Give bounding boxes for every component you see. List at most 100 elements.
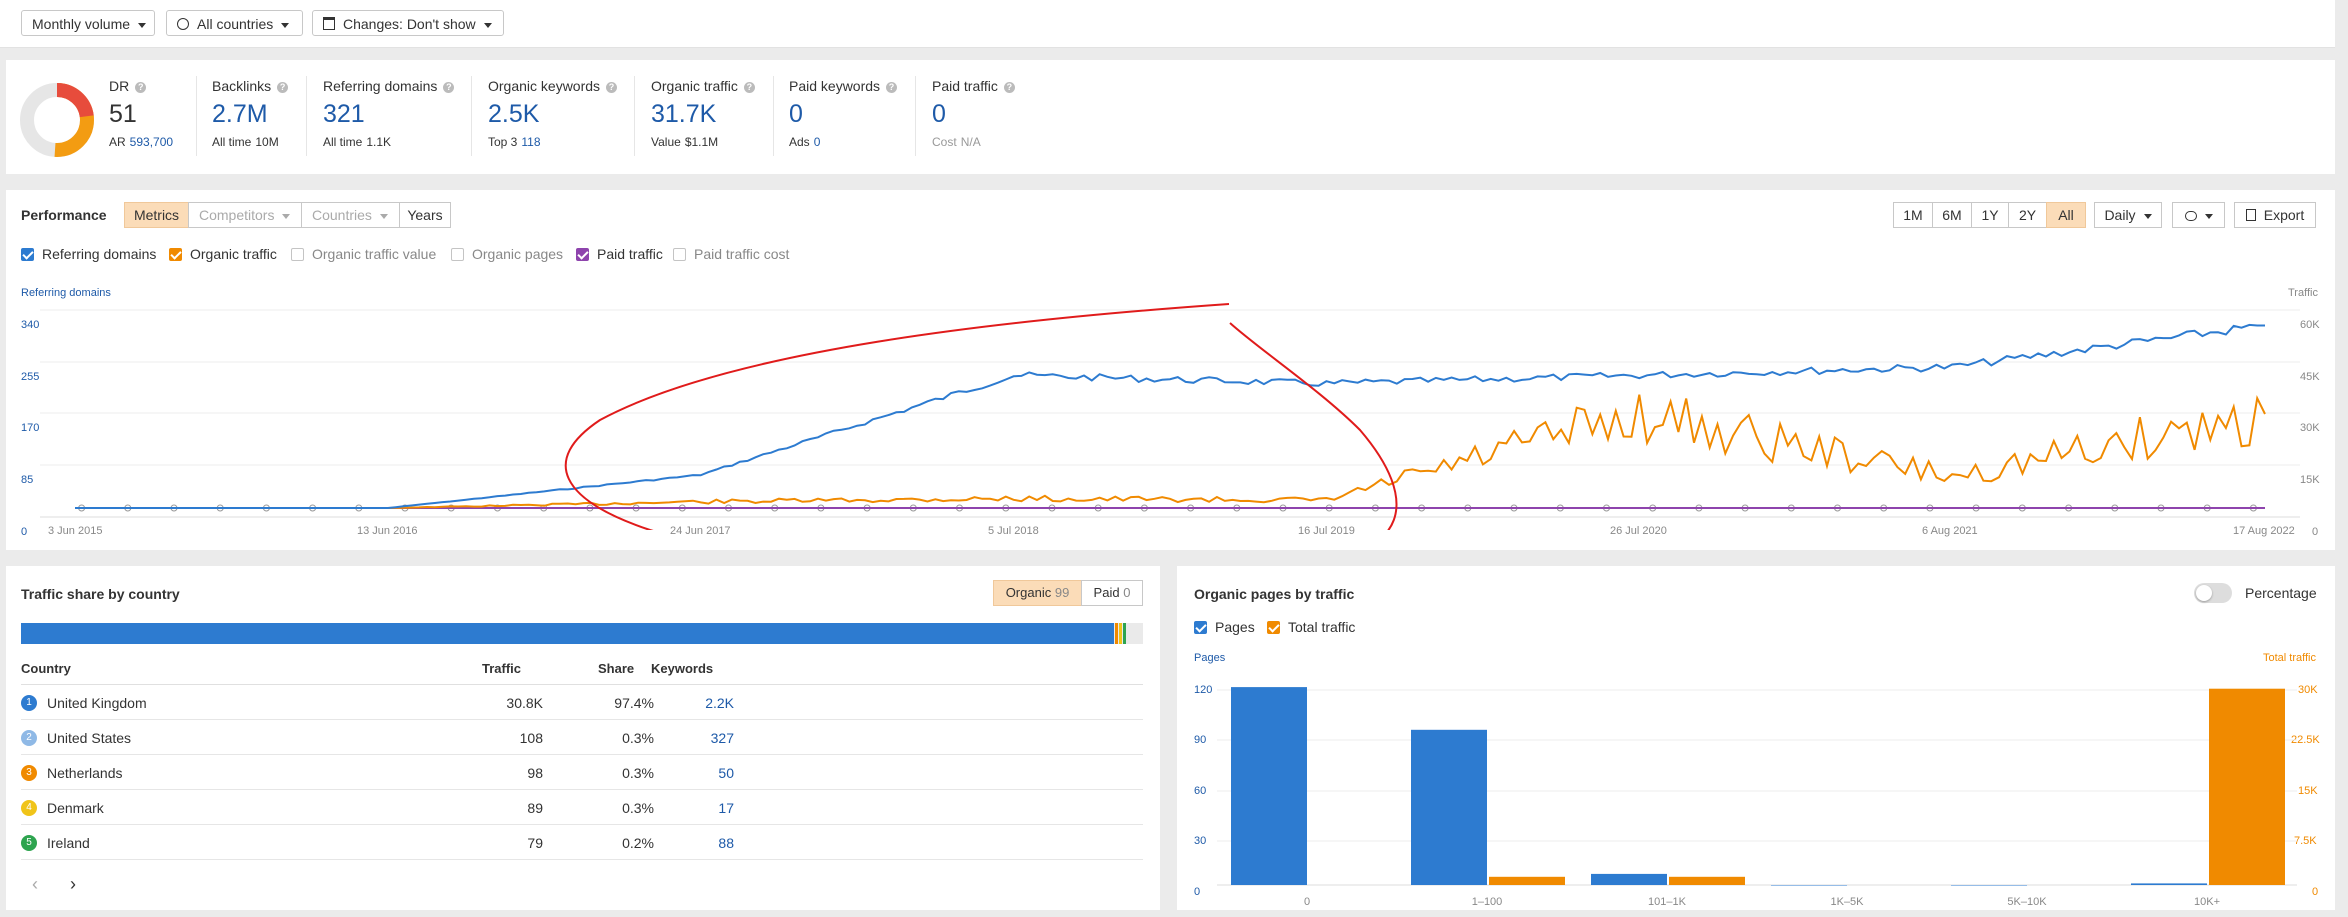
x-tick: 3 Jun 2015 xyxy=(48,525,103,537)
filter-bar: Monthly volume All countries Changes: Do… xyxy=(0,0,2335,48)
checkbox-organic-traffic-value[interactable]: Organic traffic value xyxy=(291,246,436,262)
help-icon[interactable]: ? xyxy=(886,82,898,93)
prev-page-icon[interactable]: ‹ xyxy=(32,874,38,894)
x-tick: 5K–10K xyxy=(2007,896,2047,908)
bar-total-traffic[interactable] xyxy=(2209,688,2285,885)
checkbox-label: Paid traffic cost xyxy=(694,246,790,262)
checkbox-referring-domains[interactable]: Referring domains xyxy=(21,246,156,262)
range-2y[interactable]: 2Y xyxy=(2008,202,2047,228)
keywords-link[interactable]: 50 xyxy=(718,765,734,781)
ads-label: Ads xyxy=(789,135,810,149)
bar-pages[interactable] xyxy=(1951,885,2027,886)
keywords-link[interactable]: 2.2K xyxy=(705,695,734,711)
help-icon[interactable]: ? xyxy=(135,82,147,93)
country-name: United Kingdom xyxy=(47,695,147,711)
backlinks-value[interactable]: 2.7M xyxy=(212,100,268,128)
checkbox-pages[interactable]: Pages xyxy=(1194,619,1255,635)
bar-total-traffic[interactable] xyxy=(1669,876,1745,885)
organic-traffic-line xyxy=(75,394,2266,509)
range-1y[interactable]: 1Y xyxy=(1971,202,2009,228)
help-icon[interactable]: ? xyxy=(606,82,618,93)
traffic-value: 30.8K xyxy=(506,695,543,711)
paidkw-value[interactable]: 0 xyxy=(789,100,803,128)
changes-dropdown[interactable]: Changes: Don't show xyxy=(312,10,504,36)
left-tick: 0 xyxy=(1194,886,1201,898)
calendar-icon xyxy=(323,17,335,30)
checkbox-icon xyxy=(576,248,589,261)
interval-dropdown[interactable]: Daily xyxy=(2094,202,2162,228)
share-value: 0.3% xyxy=(622,730,654,746)
checkbox-organic-pages[interactable]: Organic pages xyxy=(451,246,563,262)
range-1m[interactable]: 1M xyxy=(1893,202,1933,228)
help-icon[interactable]: ? xyxy=(277,82,289,93)
orgtraffic-value[interactable]: 31.7K xyxy=(651,100,717,128)
bar-pages[interactable] xyxy=(2131,883,2207,885)
keywords-link[interactable]: 17 xyxy=(718,800,734,816)
competitors-label: Competitors xyxy=(199,207,275,223)
top3-label: Top 3 xyxy=(488,135,518,149)
value-amount: $1.1M xyxy=(684,135,719,149)
tab-metrics[interactable]: Metrics xyxy=(124,202,189,228)
col-header-keywords[interactable]: Keywords xyxy=(651,661,714,676)
keywords-link[interactable]: 88 xyxy=(718,835,734,851)
ar-value[interactable]: 593,700 xyxy=(129,135,174,149)
paidtraffic-value[interactable]: 0 xyxy=(932,100,946,128)
country-panel-title: Traffic share by country xyxy=(21,586,180,602)
x-tick: 1K–5K xyxy=(1830,896,1864,908)
divider xyxy=(196,76,197,156)
share-bar-segment xyxy=(1119,623,1122,644)
help-icon[interactable]: ? xyxy=(743,82,755,93)
left-tick: 340 xyxy=(21,319,40,331)
chevron-down-icon xyxy=(138,22,147,28)
share-value: 97.4% xyxy=(614,695,654,711)
help-icon[interactable]: ? xyxy=(1003,82,1015,93)
volume-dropdown[interactable]: Monthly volume xyxy=(21,10,155,36)
checkbox-total-traffic[interactable]: Total traffic xyxy=(1267,619,1355,635)
pages-panel-title: Organic pages by traffic xyxy=(1194,586,1355,602)
backlinks-label: Backlinks xyxy=(212,78,272,94)
export-button[interactable]: Export xyxy=(2234,202,2316,228)
organic-toggle[interactable]: Organic 99 xyxy=(993,580,1082,606)
checkbox-label: Organic pages xyxy=(472,246,564,262)
bar-pages[interactable] xyxy=(1591,873,1667,885)
range-6m[interactable]: 6M xyxy=(1932,202,1972,228)
share-bar-fill xyxy=(21,623,1114,644)
x-tick: 0 xyxy=(1304,896,1310,908)
bar-pages[interactable] xyxy=(1411,729,1487,885)
countries-dropdown[interactable]: All countries xyxy=(166,10,303,36)
top3-value[interactable]: 118 xyxy=(521,135,541,149)
bar-pages[interactable] xyxy=(1231,687,1307,885)
bar-pages[interactable] xyxy=(1771,885,1847,886)
checkbox-paid-traffic[interactable]: Paid traffic xyxy=(576,246,663,262)
refdomains-value[interactable]: 321 xyxy=(323,100,365,128)
right-axis-title: Traffic xyxy=(2288,287,2318,299)
left-axis-title: Pages xyxy=(1194,652,1226,664)
ads-value[interactable]: 0 xyxy=(813,135,821,149)
share-value: 0.2% xyxy=(622,835,654,851)
tab-countries[interactable]: Countries xyxy=(301,202,400,228)
col-header-traffic[interactable]: Traffic xyxy=(482,661,522,676)
checkbox-organic-traffic[interactable]: Organic traffic xyxy=(169,246,277,262)
keywords-link[interactable]: 327 xyxy=(710,730,734,746)
comment-dropdown[interactable] xyxy=(2172,202,2225,228)
range-all[interactable]: All xyxy=(2046,202,2086,228)
traffic-value: 108 xyxy=(519,730,543,746)
col-header-share[interactable]: Share xyxy=(598,661,635,676)
divider xyxy=(471,76,472,156)
orgkw-value[interactable]: 2.5K xyxy=(488,100,540,128)
checkbox-label: Referring domains xyxy=(42,246,157,262)
checkbox-icon xyxy=(1267,621,1280,634)
help-icon[interactable]: ? xyxy=(443,82,455,93)
next-page-icon[interactable]: › xyxy=(70,874,76,894)
percentage-toggle[interactable] xyxy=(2194,583,2232,603)
bar-total-traffic[interactable] xyxy=(1489,876,1565,885)
checkbox-paid-traffic-cost[interactable]: Paid traffic cost xyxy=(673,246,789,262)
tab-years[interactable]: Years xyxy=(399,202,451,228)
interval-label: Daily xyxy=(2104,207,2136,223)
paid-toggle[interactable]: Paid 0 xyxy=(1081,580,1143,606)
checkbox-icon xyxy=(1194,621,1207,634)
dr-value: 51 xyxy=(109,100,137,128)
performance-title: Performance xyxy=(21,207,107,223)
table-row: 1 United Kingdom 30.8K 97.4% 2.2K xyxy=(21,684,1143,720)
tab-competitors[interactable]: Competitors xyxy=(188,202,302,228)
